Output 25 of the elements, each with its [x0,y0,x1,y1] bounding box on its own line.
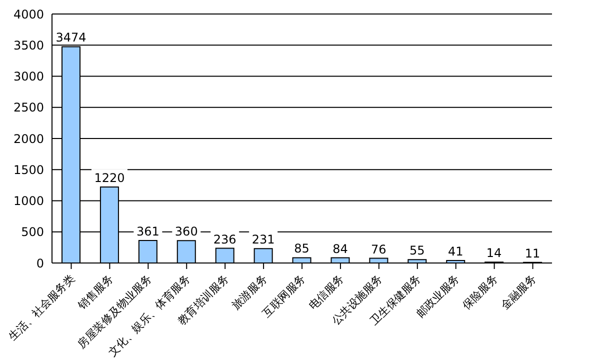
data-label: 84 [332,242,348,256]
y-tick-label: 1500 [13,162,44,177]
data-label: 55 [410,244,425,258]
y-tick-label: 0 [36,256,44,270]
data-label: 11 [524,246,540,260]
y-tick-label: 2000 [13,132,44,146]
y-tick-label: 3500 [13,38,44,52]
data-label: 41 [448,244,464,258]
y-tick-label: 3000 [13,70,44,84]
data-label: 85 [294,242,310,256]
x-tick-label: 金融服务 [498,272,539,312]
data-label: 14 [486,246,502,260]
y-tick-label: 4000 [13,7,44,22]
data-label: 236 [213,232,236,246]
y-tick-label: 1000 [13,194,44,208]
x-tick-label: 生活、社会服务类 [6,272,78,344]
y-tick-label: 2500 [13,100,44,115]
data-label: 360 [174,224,198,239]
x-tick-label: 保险服务 [460,272,500,312]
data-label: 1220 [94,171,125,186]
data-label: 231 [252,232,275,247]
y-tick-label: 500 [21,225,44,240]
data-label: 76 [371,242,386,256]
data-label: 361 [136,224,160,239]
data-label: 3474 [56,30,86,45]
